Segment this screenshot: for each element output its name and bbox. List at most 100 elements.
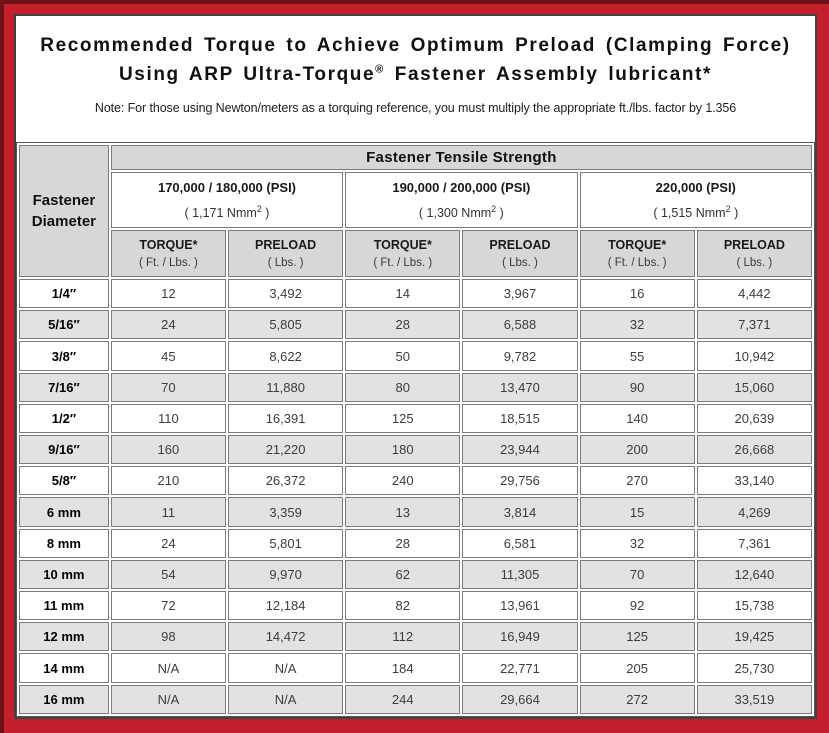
torque-units: ( Ft. / Lbs. ) <box>139 257 198 269</box>
diameter-cell: 11 mm <box>19 591 109 621</box>
preload-value-190psi: 6,588 <box>462 310 578 340</box>
torque-value-220psi: 16 <box>579 279 695 309</box>
torque-label: TORQUE* <box>373 238 432 252</box>
preload-value-190psi: 13,470 <box>462 372 578 402</box>
preload-value-170psi: 12,184 <box>228 591 344 621</box>
nmm-value: ( 1,515 Nmm <box>653 206 726 221</box>
preload-value-170psi: 5,805 <box>228 310 344 340</box>
torque-value-190psi: 62 <box>345 559 461 590</box>
torque-label: TORQUE* <box>139 238 198 252</box>
table-row: 8 mm 24 5,801 28 6,581 32 7,361 <box>19 528 812 558</box>
preload-value-190psi: 22,771 <box>462 653 578 683</box>
preload-value-220psi: 26,668 <box>696 435 812 465</box>
strength-group-header-190-200psi: 190,000 / 200,000 (PSI) ( 1,300 Nmm2 ) <box>345 172 578 228</box>
torque-value-220psi: 200 <box>579 435 695 465</box>
torque-value-170psi: 160 <box>110 435 226 465</box>
diameter-cell: 12 mm <box>19 622 109 652</box>
header-row-tensile: Fastener Diameter Fastener Tensile Stren… <box>19 145 812 277</box>
preload-value-220psi: 4,269 <box>696 497 812 527</box>
diameter-cell: 3/8″ <box>19 341 109 371</box>
torque-value-220psi: 92 <box>579 591 695 621</box>
torque-column-header-220psi: TORQUE* ( Ft. / Lbs. ) <box>579 230 695 277</box>
diameter-cell: 14 mm <box>19 653 109 683</box>
table-row: 9/16″ 160 21,220 180 23,944 200 26,668 <box>19 435 812 465</box>
diameter-cell: 10 mm <box>19 559 109 590</box>
nmm-superscript: 2 <box>491 203 497 214</box>
torque-value-190psi: 244 <box>345 684 461 714</box>
torque-value-170psi: 70 <box>110 372 226 402</box>
torque-value-220psi: 70 <box>579 559 695 590</box>
nmm-value: ( 1,171 Nmm <box>184 206 257 221</box>
nmm-label: ( 1,300 Nmm2 ) <box>348 204 574 220</box>
preload-units: ( Lbs. ) <box>267 257 304 269</box>
psi-label: 170,000 / 180,000 (PSI) <box>157 179 297 195</box>
table-row: 6 mm 11 3,359 13 3,814 15 4,269 <box>19 497 812 527</box>
nmm-close: ) <box>730 206 739 221</box>
table-row: 5/8″ 210 26,372 240 29,756 270 33,140 <box>19 466 812 496</box>
nmm-close: ) <box>261 206 270 221</box>
preload-label: PRELOAD <box>255 238 317 252</box>
torque-value-220psi: 125 <box>579 622 695 652</box>
torque-value-170psi: 210 <box>110 466 226 496</box>
preload-value-170psi: 16,391 <box>228 403 344 434</box>
title-line-2-text: Using ARP Ultra-Torque <box>118 64 376 86</box>
torque-value-190psi: 82 <box>345 591 461 621</box>
header-row-columns: TORQUE* ( Ft. / Lbs. ) PRELOAD ( Lbs. ) … <box>19 230 812 277</box>
registered-trademark-symbol: ® <box>375 64 385 77</box>
preload-value-190psi: 29,756 <box>462 466 578 496</box>
table-row: 14 mm N/A N/A 184 22,771 205 25,730 <box>19 653 812 683</box>
torque-value-170psi: 54 <box>110 559 226 590</box>
table-header: Fastener Diameter Fastener Tensile Stren… <box>19 145 812 277</box>
table-row: 1/4″ 12 3,492 14 3,967 16 4,442 <box>19 279 812 309</box>
torque-value-220psi: 90 <box>579 372 695 402</box>
preload-label: PRELOAD <box>723 238 785 252</box>
torque-value-190psi: 13 <box>345 497 461 527</box>
preload-units: ( Lbs. ) <box>502 257 538 269</box>
torque-value-170psi: N/A <box>110 684 226 714</box>
preload-value-220psi: 7,361 <box>696 528 812 558</box>
preload-value-190psi: 13,961 <box>462 591 578 621</box>
torque-value-220psi: 270 <box>579 466 695 496</box>
torque-value-220psi: 32 <box>579 310 695 340</box>
preload-value-190psi: 23,944 <box>462 435 578 465</box>
torque-column-header-190psi: TORQUE* ( Ft. / Lbs. ) <box>345 230 461 277</box>
torque-value-170psi: 45 <box>110 341 226 371</box>
torque-value-190psi: 14 <box>345 279 461 309</box>
torque-value-220psi: 140 <box>579 403 695 434</box>
torque-value-190psi: 125 <box>345 403 461 434</box>
title-line-2-suffix: Fastener Assembly lubricant* <box>384 64 713 86</box>
note-text: Note: For those using Newton/meters as a… <box>94 100 737 115</box>
diameter-cell: 8 mm <box>19 528 109 558</box>
torque-value-170psi: 110 <box>110 403 226 434</box>
torque-value-190psi: 184 <box>345 653 461 683</box>
preload-column-header-190psi: PRELOAD ( Lbs. ) <box>462 230 578 277</box>
torque-value-190psi: 112 <box>345 622 461 652</box>
nmm-label: ( 1,171 Nmm2 ) <box>114 204 340 220</box>
table-row: 7/16″ 70 11,880 80 13,470 90 15,060 <box>19 372 812 402</box>
preload-value-170psi: 21,220 <box>228 435 344 465</box>
preload-value-220psi: 4,442 <box>696 279 812 309</box>
diameter-cell: 1/4″ <box>19 279 109 309</box>
diameter-cell: 16 mm <box>19 684 109 714</box>
torque-value-170psi: 11 <box>110 497 226 527</box>
diameter-cell: 5/8″ <box>19 466 109 496</box>
fastener-diameter-header: Fastener Diameter <box>19 145 109 277</box>
table-row: 3/8″ 45 8,622 50 9,782 55 10,942 <box>19 341 812 371</box>
torque-value-170psi: 24 <box>110 310 226 340</box>
preload-value-190psi: 29,664 <box>462 684 578 714</box>
preload-value-170psi: 14,472 <box>228 622 344 652</box>
diameter-cell: 5/16″ <box>19 310 109 340</box>
diameter-cell: 1/2″ <box>19 403 109 434</box>
preload-value-220psi: 12,640 <box>696 559 812 590</box>
nmm-close: ) <box>496 206 504 221</box>
preload-value-220psi: 33,519 <box>696 684 812 714</box>
table-row: 16 mm N/A N/A 244 29,664 272 33,519 <box>19 684 812 714</box>
torque-value-170psi: 24 <box>110 528 226 558</box>
preload-value-220psi: 15,738 <box>696 591 812 621</box>
preload-value-170psi: 5,801 <box>228 528 344 558</box>
preload-value-170psi: 26,372 <box>228 466 344 496</box>
page-title-line-2: Using ARP Ultra-Torque® Fastener Assembl… <box>16 60 815 89</box>
preload-value-190psi: 11,305 <box>462 559 578 590</box>
title-block: Recommended Torque to Achieve Optimum Pr… <box>16 16 815 142</box>
